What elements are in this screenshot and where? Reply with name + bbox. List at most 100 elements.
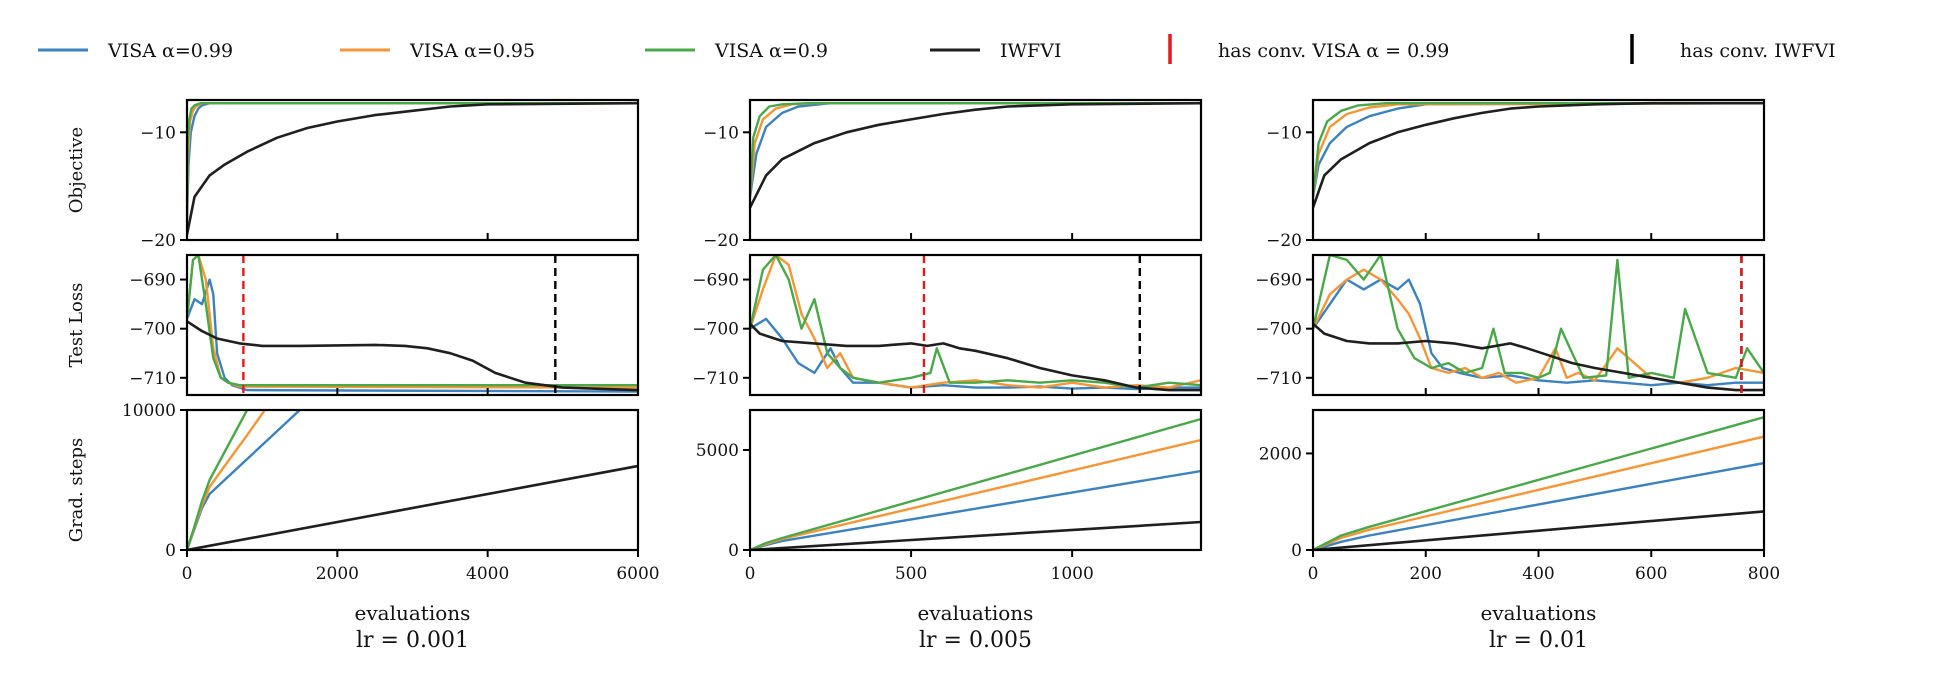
series-visa_099-objective-1 bbox=[750, 101, 1201, 198]
series-visa_099-test_loss-1 bbox=[750, 317, 1201, 391]
series-visa_095-grad_steps-0 bbox=[187, 410, 267, 550]
chart-column-1: −10 −20 −690 −700 −710 0 5000 0 500 1000 evaluatio… bbox=[692, 98, 1203, 653]
series-visa_095-objective-1 bbox=[750, 101, 1201, 198]
ytick-label: −10 bbox=[140, 123, 176, 143]
panel-frame-objective-1 bbox=[748, 98, 1203, 242]
ytick-label: −710 bbox=[692, 369, 739, 389]
series-visa_09-grad_steps-1 bbox=[750, 417, 1201, 550]
xtick-label: 1000 bbox=[1051, 564, 1094, 584]
panel-frame-test_loss-1 bbox=[748, 253, 1203, 397]
panel-test_loss-0: −690 −700 −710 bbox=[129, 253, 640, 397]
series-visa_09-grad_steps-2 bbox=[1313, 416, 1764, 550]
series-visa_099-grad_steps-2 bbox=[1313, 461, 1764, 550]
x-axis-label-1: evaluations bbox=[918, 601, 1034, 625]
panel-grad_steps-2: 0 2000 0 200 400 600 800 bbox=[1259, 408, 1780, 584]
series-visa_09-test_loss-2 bbox=[1313, 255, 1764, 379]
series-visa_099-objective-2 bbox=[1313, 102, 1764, 198]
legend-label-visa_09: VISA α=0.9 bbox=[714, 40, 828, 62]
ytick-label: −20 bbox=[703, 231, 739, 251]
panel-frame-test_loss-0 bbox=[185, 253, 640, 397]
panel-frame-grad_steps-1 bbox=[748, 408, 1203, 552]
series-visa_095-test_loss-1 bbox=[750, 255, 1201, 389]
row-label-objective: Objective bbox=[66, 127, 87, 213]
ytick-label: −710 bbox=[129, 369, 176, 389]
xtick-label: 6000 bbox=[616, 564, 659, 584]
legend-label-visa_099: VISA α=0.99 bbox=[107, 40, 233, 62]
panel-objective-0: −10 −20 bbox=[140, 98, 640, 251]
series-iwfvi-grad_steps-1 bbox=[750, 520, 1201, 550]
panel-frame-objective-2 bbox=[1311, 98, 1766, 242]
series-visa_09-grad_steps-0 bbox=[187, 410, 249, 550]
panel-frame-test_loss-2 bbox=[1311, 253, 1766, 397]
series-iwfvi-objective-2 bbox=[1313, 101, 1764, 209]
series-visa_09-objective-1 bbox=[750, 101, 1201, 197]
ytick-label: −690 bbox=[129, 271, 176, 291]
column-title-0: lr = 0.001 bbox=[356, 628, 469, 653]
ytick-label: −10 bbox=[1266, 123, 1302, 143]
xtick-label: 0 bbox=[182, 564, 193, 584]
series-iwfvi-test_loss-1 bbox=[750, 322, 1201, 392]
ytick-label: −20 bbox=[1266, 231, 1302, 251]
row-label-test_loss: Test Loss bbox=[66, 283, 87, 368]
panel-objective-2: −10 −20 bbox=[1266, 98, 1766, 251]
legend-label-visa_095: VISA α=0.95 bbox=[409, 40, 535, 62]
series-visa_099-test_loss-0 bbox=[187, 278, 638, 393]
xtick-label: 2000 bbox=[316, 564, 359, 584]
legend-label-iwfvi: IWFVI bbox=[1000, 40, 1061, 62]
xtick-label: 200 bbox=[1410, 564, 1442, 584]
series-visa_095-test_loss-2 bbox=[1313, 268, 1764, 384]
xtick-label: 600 bbox=[1635, 564, 1667, 584]
xtick-label: 4000 bbox=[466, 564, 509, 584]
row-labels: Objective Test Loss Grad. steps bbox=[66, 127, 87, 542]
panel-grad_steps-1: 0 5000 0 500 1000 bbox=[696, 408, 1203, 584]
xtick-label: 400 bbox=[1522, 564, 1554, 584]
series-iwfvi-test_loss-2 bbox=[1313, 322, 1764, 392]
ytick-label: −690 bbox=[692, 271, 739, 291]
ytick-label: −20 bbox=[140, 231, 176, 251]
chart-column-0: −10 −20 −690 −700 −710 0 10000 0 2000 4000 6000 eva… bbox=[122, 98, 660, 653]
ytick-label: 0 bbox=[165, 541, 176, 561]
series-visa_09-test_loss-0 bbox=[187, 255, 638, 387]
panel-test_loss-2: −690 −700 −710 bbox=[1255, 253, 1766, 397]
ytick-label: 0 bbox=[1291, 541, 1302, 561]
series-iwfvi-grad_steps-0 bbox=[187, 464, 638, 550]
panel-objective-1: −10 −20 bbox=[703, 98, 1203, 251]
column-title-1: lr = 0.005 bbox=[919, 628, 1032, 653]
series-visa_095-objective-2 bbox=[1313, 102, 1764, 198]
xtick-label: 500 bbox=[895, 564, 927, 584]
ytick-label: −10 bbox=[703, 123, 739, 143]
legend-label-conv_visa: has conv. VISA α = 0.99 bbox=[1218, 40, 1449, 62]
panel-test_loss-1: −690 −700 −710 bbox=[692, 253, 1203, 397]
series-visa_095-grad_steps-1 bbox=[750, 438, 1201, 550]
panel-frame-objective-0 bbox=[185, 98, 640, 242]
ytick-label: 0 bbox=[728, 541, 739, 561]
column-title-2: lr = 0.01 bbox=[1489, 628, 1588, 653]
xtick-label: 800 bbox=[1748, 564, 1780, 584]
series-iwfvi-objective-1 bbox=[750, 101, 1201, 209]
panel-frame-grad_steps-0 bbox=[185, 408, 640, 552]
x-axis-label-0: evaluations bbox=[355, 601, 471, 625]
legend: VISA α=0.99 VISA α=0.95 VISA α=0.9 IWFVI has… bbox=[38, 34, 1836, 64]
series-iwfvi-grad_steps-2 bbox=[1313, 510, 1764, 550]
row-label-grad_steps: Grad. steps bbox=[66, 438, 87, 543]
ytick-label: 5000 bbox=[696, 441, 739, 461]
series-visa_099-test_loss-2 bbox=[1313, 278, 1764, 387]
ytick-label: 2000 bbox=[1259, 444, 1302, 464]
series-visa_09-objective-2 bbox=[1313, 101, 1764, 198]
ytick-label: −700 bbox=[692, 320, 739, 340]
ytick-label: −710 bbox=[1255, 369, 1302, 389]
x-axis-label-2: evaluations bbox=[1481, 601, 1597, 625]
series-visa_099-objective-0 bbox=[187, 101, 638, 219]
series-iwfvi-test_loss-0 bbox=[187, 320, 638, 392]
ytick-label: 10000 bbox=[122, 401, 176, 421]
series-visa_09-objective-0 bbox=[187, 101, 638, 219]
xtick-label: 0 bbox=[1308, 564, 1319, 584]
legend-label-conv_iwfvi: has conv. IWFVI bbox=[1680, 40, 1836, 62]
series-iwfvi-objective-0 bbox=[187, 101, 638, 235]
chart-column-2: −10 −20 −690 −700 −710 0 2000 0 200 400 600 800 eval… bbox=[1255, 98, 1780, 653]
series-visa_099-grad_steps-0 bbox=[187, 410, 302, 550]
panel-grad_steps-0: 0 10000 0 2000 4000 6000 bbox=[122, 401, 660, 584]
ytick-label: −700 bbox=[129, 320, 176, 340]
